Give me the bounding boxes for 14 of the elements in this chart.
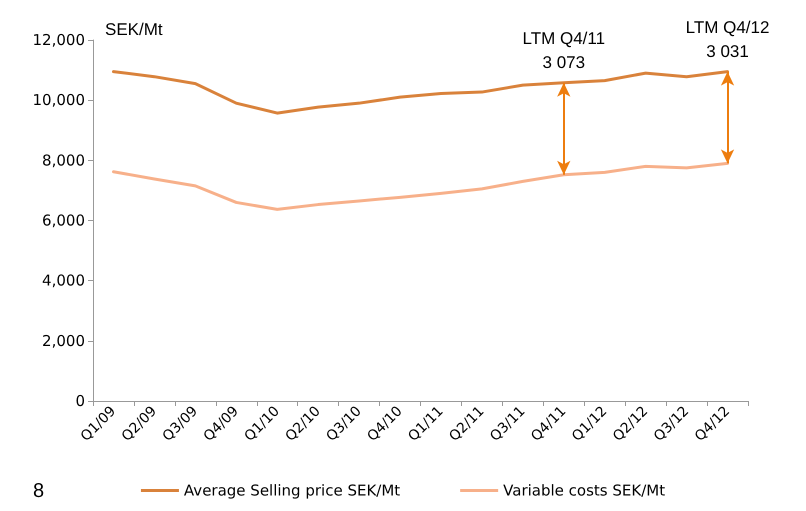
y-tick-label: 4,000	[42, 272, 85, 290]
y-tick-label: 0	[75, 392, 85, 410]
y-axis-title: SEK/Mt	[105, 20, 163, 39]
line-series	[112, 70, 730, 115]
y-tick-label: 2,000	[42, 332, 85, 350]
annotation: LTM Q4/11 3 073	[522, 29, 606, 72]
legend-label: Variable costs SEK/Mt	[503, 482, 666, 500]
annotation: LTM Q4/12 3 031	[686, 18, 770, 62]
y-tick-label: 10,000	[32, 91, 85, 110]
legend-label: Average Selling price SEK/Mt	[184, 482, 400, 500]
text: 8	[33, 480, 44, 502]
y-tick-label: 12,000	[32, 31, 85, 49]
y-tick-label: 6,000	[42, 212, 85, 230]
y-tick-label: 8,000	[42, 151, 85, 170]
